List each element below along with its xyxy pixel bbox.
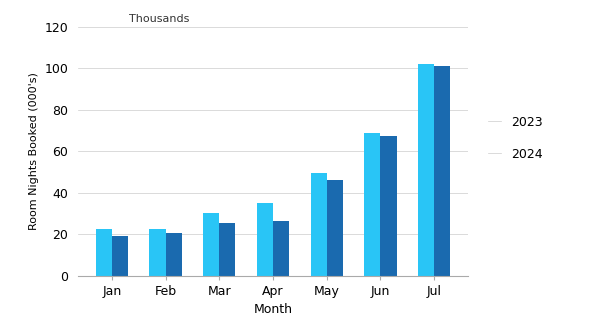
Bar <box>219 223 235 276</box>
Bar <box>380 136 397 276</box>
Bar <box>273 221 289 276</box>
X-axis label: Month: Month <box>254 303 293 316</box>
Bar <box>311 173 327 276</box>
Bar <box>149 229 166 276</box>
Bar <box>203 213 219 276</box>
Bar <box>112 236 128 276</box>
Legend: 2023, 2024: 2023, 2024 <box>482 110 548 167</box>
Bar <box>434 66 450 276</box>
Bar <box>96 229 112 276</box>
Bar <box>364 132 380 276</box>
Bar <box>327 180 343 276</box>
Bar <box>166 233 182 276</box>
Bar <box>257 203 273 276</box>
Y-axis label: Room Nights Booked (000's): Room Nights Booked (000's) <box>29 72 39 230</box>
Text: Thousands: Thousands <box>128 14 189 25</box>
Bar <box>418 64 434 276</box>
